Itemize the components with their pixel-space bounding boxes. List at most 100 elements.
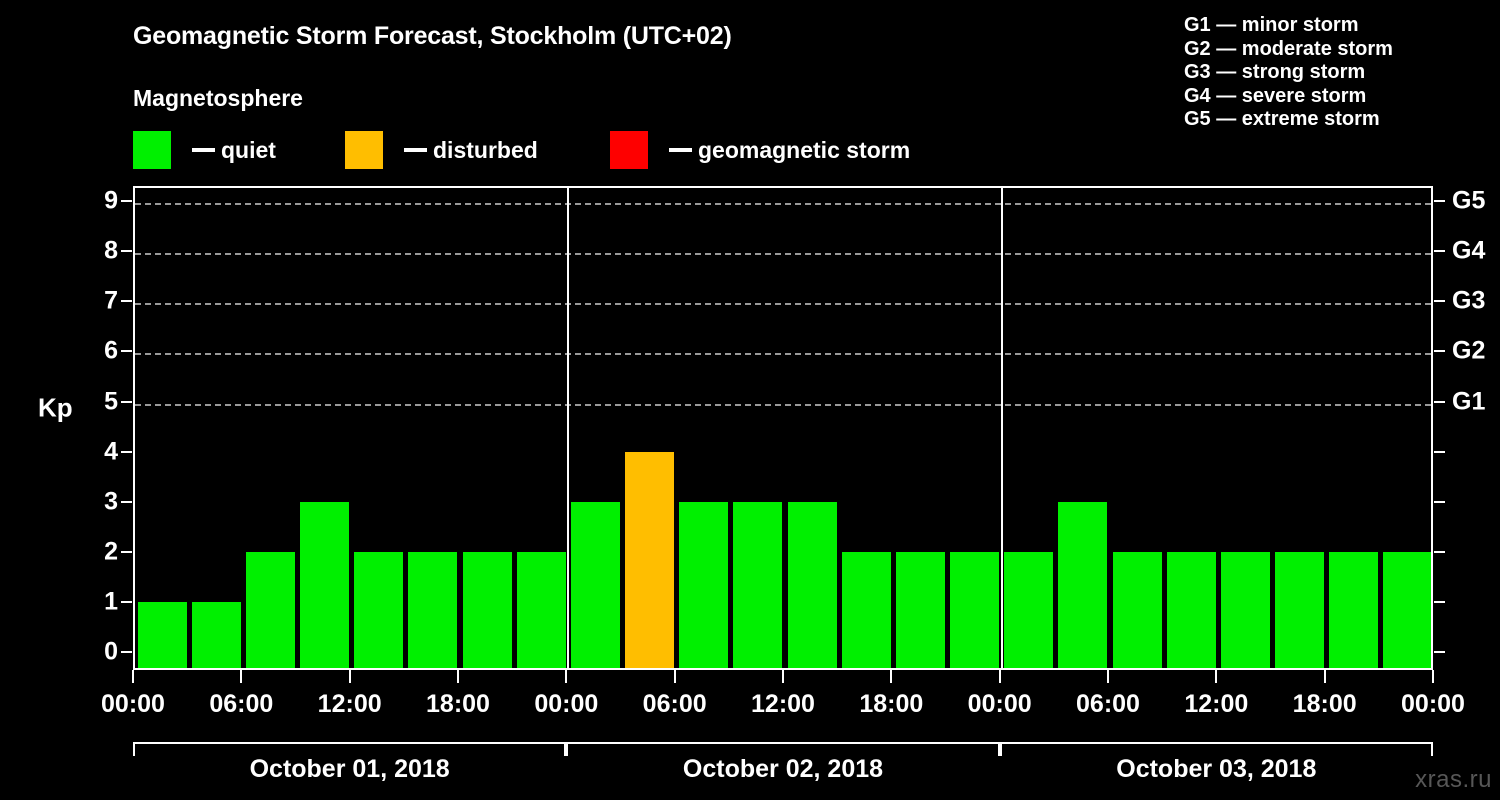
y-tick-mark-4: [121, 450, 132, 453]
day-bracket-3: [999, 742, 1433, 756]
day-label-1: October 01, 2018: [249, 755, 450, 783]
x-tick-mark-9: [1107, 670, 1109, 683]
x-tick-mark-10: [1215, 670, 1218, 683]
g-tick-mark-kp-9: [1434, 200, 1445, 203]
bar: [137, 601, 187, 668]
y-tick-mark-1: [121, 600, 132, 603]
y-tick-mark-3: [121, 500, 132, 503]
bar: [354, 551, 404, 668]
y-tick-mark-6: [121, 350, 132, 353]
gridline-kp-8: [135, 253, 1431, 256]
bar: [1220, 551, 1270, 668]
g-tick-mark-kp-1: [1434, 600, 1445, 603]
gridline-kp-9: [135, 203, 1431, 206]
x-tick-label-3: 18:00: [426, 690, 490, 718]
y-tick-mark-2: [121, 550, 132, 553]
day-separator-1: [567, 188, 570, 668]
y-tick-label-9: 9: [104, 186, 118, 215]
y-tick-label-6: 6: [104, 336, 118, 365]
legend-swatch-disturbed: [345, 131, 383, 169]
bar: [841, 551, 891, 668]
y-tick-label-4: 4: [104, 437, 118, 466]
g-scale-row-3: G3 — strong storm: [1184, 61, 1366, 83]
y-tick-mark-5: [121, 400, 132, 403]
y-tick-label-8: 8: [104, 236, 118, 265]
g-scale-row-2: G2 — moderate storm: [1184, 37, 1393, 60]
x-tick-mark-8: [998, 670, 1001, 683]
x-tick-mark-2: [348, 670, 351, 683]
g-tick-label-G1: G1: [1452, 387, 1486, 415]
x-tick-mark-3: [457, 670, 459, 683]
bar: [679, 501, 729, 668]
bar: [895, 551, 945, 668]
g-tick-mark-kp-2: [1434, 550, 1445, 553]
bar: [245, 551, 295, 668]
y-tick-mark-7: [121, 300, 132, 303]
legend-dash-icon: [404, 148, 427, 152]
g-tick-mark-kp-8: [1434, 250, 1445, 253]
legend-swatch-quiet: [133, 131, 171, 169]
g-scale-row-4: G4 — severe storm: [1184, 84, 1367, 107]
x-tick-label-7: 18:00: [859, 690, 924, 718]
day-label-2: October 02, 2018: [682, 755, 884, 783]
g-scale-row-5: G5 — extreme storm: [1184, 108, 1380, 130]
g-tick-mark-kp-6: [1434, 350, 1445, 353]
x-tick-mark-11: [1323, 670, 1326, 683]
g-tick-label-G4: G4: [1452, 236, 1486, 265]
x-tick-label-10: 12:00: [1184, 690, 1249, 718]
bar: [1329, 551, 1379, 668]
bar: [787, 501, 837, 668]
bar: [625, 451, 675, 668]
g-tick-mark-kp-7: [1434, 300, 1445, 303]
x-tick-label-9: 06:00: [1076, 690, 1140, 718]
y-tick-label-1: 1: [104, 587, 118, 616]
y-tick-mark-9: [121, 200, 132, 203]
page-title: Geomagnetic Storm Forecast, Stockholm (U…: [133, 22, 732, 50]
y-tick-label-3: 3: [104, 487, 118, 516]
g-tick-mark-kp-3: [1434, 500, 1445, 503]
bar: [1275, 551, 1325, 668]
legend-label-quiet: quiet: [221, 136, 276, 163]
x-tick-label-4: 00:00: [534, 690, 599, 718]
gridline-kp-7: [135, 303, 1431, 306]
g-tick-mark-kp-4: [1434, 450, 1445, 453]
y-tick-mark-8: [121, 250, 132, 253]
watermark: xras.ru: [1415, 766, 1492, 793]
x-tick-mark-7: [890, 670, 893, 683]
x-tick-label-0: 00:00: [101, 690, 165, 718]
bar: [733, 501, 783, 668]
g-tick-mark-kp-5: [1434, 400, 1445, 403]
legend-dash-icon: [192, 148, 215, 152]
y-axis-kp: 0 1 2 3 4 5 6 7 8 9: [60, 0, 118, 800]
bar: [191, 601, 241, 668]
g-scale-row-1: G1 — minor storm: [1184, 14, 1359, 36]
bar: [1004, 551, 1054, 668]
bar: [1166, 551, 1216, 668]
gridline-kp-6: [135, 353, 1431, 356]
y-tick-label-0: 0: [104, 637, 118, 666]
bar: [950, 551, 1000, 668]
day-bracket-2: [566, 742, 1000, 756]
y-tick-label-7: 7: [104, 286, 118, 315]
y-tick-mark-0: [121, 651, 132, 653]
y-tick-label-2: 2: [104, 537, 118, 566]
x-tick-mark-6: [782, 670, 784, 683]
legend-swatch-geomagnetic-storm: [610, 131, 648, 169]
plot-area: [133, 186, 1433, 670]
g-scale-legend: G1 — minor storm G2 — moderate storm G3 — …: [1184, 14, 1484, 132]
bar: [1058, 501, 1108, 668]
x-tick-label-8: 00:00: [967, 690, 1032, 718]
bar: [408, 551, 458, 668]
legend-label-disturbed: disturbed: [433, 136, 538, 163]
legend-entry-quiet: quiet: [133, 131, 276, 169]
x-tick-mark-5: [673, 670, 676, 683]
magnetosphere-subtitle: Magnetosphere: [133, 85, 303, 111]
g-tick-mark-kp-0: [1434, 651, 1445, 653]
x-tick-label-5: 06:00: [642, 690, 707, 718]
g-tick-label-G2: G2: [1452, 336, 1486, 365]
g-tick-label-G3: G3: [1452, 286, 1486, 315]
g-tick-label-G5: G5: [1452, 186, 1486, 215]
day-separator-2: [1000, 188, 1003, 668]
legend-entry-geomagnetic-storm: geomagnetic storm: [610, 131, 910, 169]
x-tick-mark-12: [1432, 670, 1434, 683]
